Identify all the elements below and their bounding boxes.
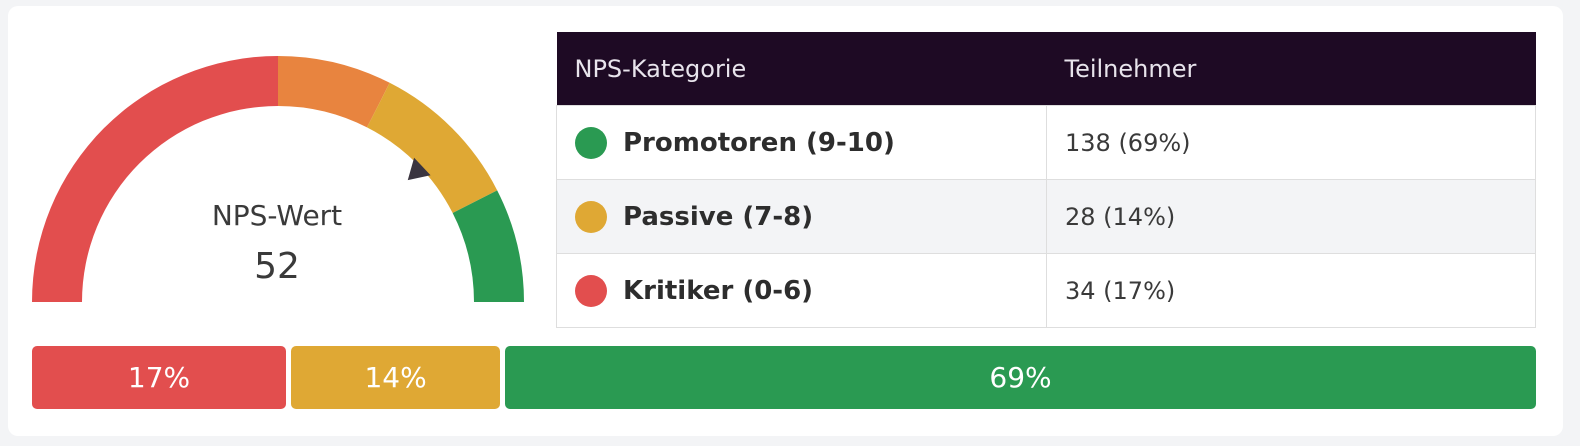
bar-segment: 17% <box>32 346 286 409</box>
bar-segment-label: 14% <box>364 361 427 394</box>
gauge-band-2 <box>366 82 498 214</box>
promoter-dot-icon <box>575 126 607 159</box>
nps-table: NPS-Kategorie Teilnehmer Promotoren (9-1… <box>556 32 1536 328</box>
category-label: Kritiker (0-6) <box>623 275 814 306</box>
gauge-label: NPS-Wert <box>211 199 343 232</box>
count-value: 138 (69%) <box>1065 128 1191 157</box>
count-value: 28 (14%) <box>1065 202 1176 231</box>
category-cell: Promotoren (9-10) <box>556 105 1047 180</box>
table-row: Passive (7-8) 28 (14%) <box>556 179 1536 254</box>
category-label: Passive (7-8) <box>623 201 814 232</box>
bar-segment-label: 17% <box>127 361 191 394</box>
category-label: Promotoren (9-10) <box>623 127 895 158</box>
nps-card: NPS-Wert 52 NPS-Kategorie Teilnehmer Pro… <box>8 6 1563 436</box>
nps-gauge: NPS-Wert 52 <box>8 6 568 336</box>
count-cell: 138 (69%) <box>1046 105 1536 180</box>
distribution-bar: 17% 14% 69% <box>32 346 1536 409</box>
table-row: Promotoren (9-10) 138 (69%) <box>556 105 1536 180</box>
bar-segment: 14% <box>291 346 501 409</box>
gauge-chart <box>32 56 524 302</box>
gauge-value: 52 <box>254 246 300 287</box>
table-header-row: NPS-Kategorie Teilnehmer <box>556 32 1536 106</box>
header-category: NPS-Kategorie <box>556 32 1047 106</box>
table-row: Kritiker (0-6) 34 (17%) <box>556 253 1536 328</box>
count-cell: 34 (17%) <box>1046 253 1536 328</box>
category-cell: Kritiker (0-6) <box>556 253 1047 328</box>
gauge-pointer-icon <box>407 157 431 181</box>
bar-segment: 69% <box>505 346 1536 409</box>
gauge-band-3 <box>452 190 524 302</box>
count-cell: 28 (14%) <box>1046 179 1536 254</box>
count-value: 34 (17%) <box>1065 276 1176 305</box>
passive-dot-icon <box>575 200 607 233</box>
bar-segment-label: 69% <box>989 361 1052 394</box>
category-cell: Passive (7-8) <box>556 179 1047 254</box>
gauge-band-0 <box>32 56 278 302</box>
detractor-dot-icon <box>575 274 607 307</box>
header-participants: Teilnehmer <box>1046 32 1536 106</box>
gauge-band-1 <box>278 56 390 128</box>
